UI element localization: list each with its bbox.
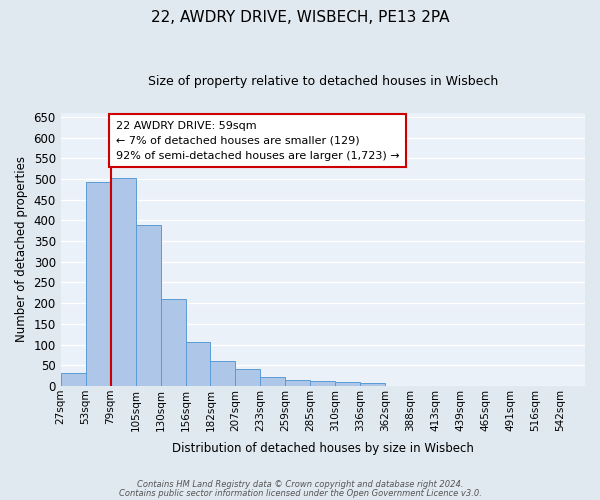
Text: Contains public sector information licensed under the Open Government Licence v3: Contains public sector information licen… bbox=[119, 489, 481, 498]
Bar bbox=[360, 382, 385, 386]
Bar bbox=[310, 381, 335, 386]
Text: Contains HM Land Registry data © Crown copyright and database right 2024.: Contains HM Land Registry data © Crown c… bbox=[137, 480, 463, 489]
Bar bbox=[161, 299, 185, 386]
Y-axis label: Number of detached properties: Number of detached properties bbox=[15, 156, 28, 342]
Bar bbox=[260, 377, 286, 386]
Bar bbox=[136, 224, 161, 386]
Bar bbox=[286, 380, 310, 386]
Bar bbox=[235, 370, 260, 386]
Bar bbox=[335, 382, 360, 386]
Bar bbox=[185, 342, 211, 386]
Text: 22, AWDRY DRIVE, WISBECH, PE13 2PA: 22, AWDRY DRIVE, WISBECH, PE13 2PA bbox=[151, 10, 449, 25]
Bar bbox=[86, 182, 110, 386]
Bar bbox=[211, 360, 235, 386]
X-axis label: Distribution of detached houses by size in Wisbech: Distribution of detached houses by size … bbox=[172, 442, 474, 455]
Bar bbox=[61, 372, 86, 386]
Bar bbox=[110, 178, 136, 386]
Title: Size of property relative to detached houses in Wisbech: Size of property relative to detached ho… bbox=[148, 75, 498, 88]
Text: 22 AWDRY DRIVE: 59sqm
← 7% of detached houses are smaller (129)
92% of semi-deta: 22 AWDRY DRIVE: 59sqm ← 7% of detached h… bbox=[116, 121, 399, 160]
